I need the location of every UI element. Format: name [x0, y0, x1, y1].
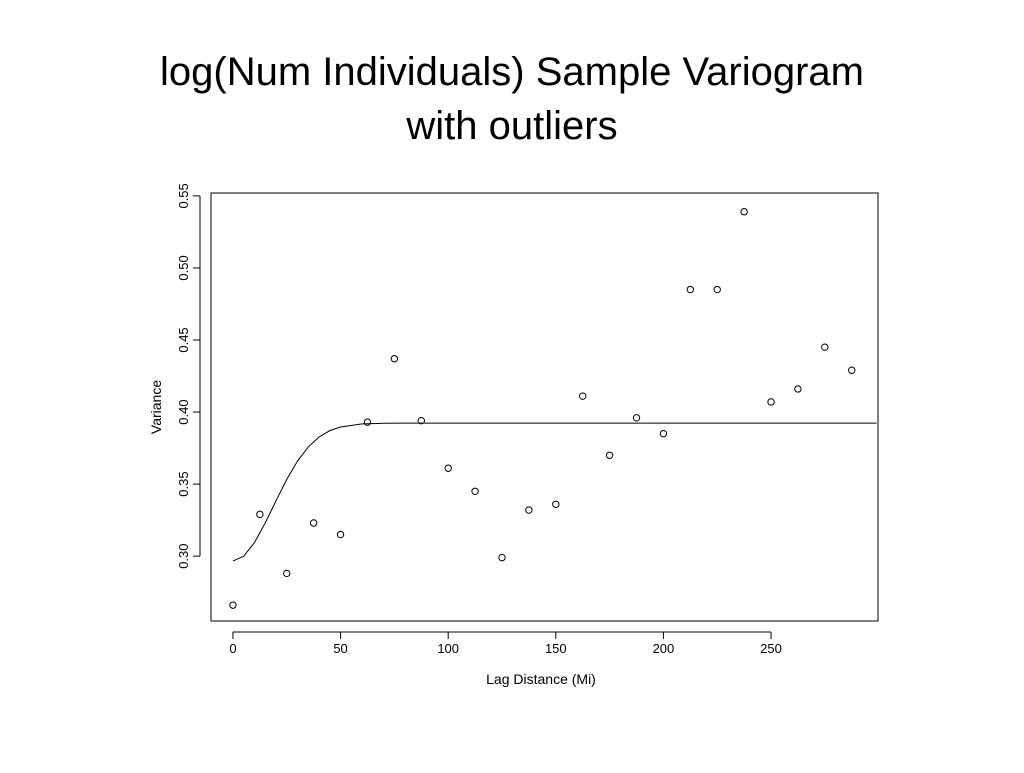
y-axis-label: Variance: [148, 380, 164, 434]
point: [283, 569, 291, 578]
y-tick-label: 0.50: [176, 255, 191, 280]
y-tick-label: 0.45: [176, 327, 191, 352]
point: [659, 429, 668, 438]
point: [229, 601, 237, 609]
point: [471, 487, 479, 496]
point: [713, 285, 721, 294]
point: [552, 500, 560, 508]
point: [767, 398, 775, 406]
point: [336, 530, 345, 539]
point: [444, 464, 452, 472]
point: [309, 519, 318, 527]
chart-title: with outliers: [405, 104, 617, 148]
x-tick-label: 200: [653, 641, 675, 656]
point: [498, 553, 506, 562]
point: [821, 343, 829, 351]
x-tick-label: 250: [760, 641, 782, 656]
point: [390, 355, 399, 363]
point: [605, 451, 614, 459]
plot-frame: [210, 192, 879, 622]
point: [525, 506, 533, 514]
point: [579, 392, 587, 400]
y-tick-label: 0.35: [176, 471, 191, 496]
y-tick-label: 0.30: [176, 543, 191, 568]
x-axis-label: Lag Distance (Mi): [486, 671, 596, 687]
point: [794, 385, 802, 393]
x-tick-label: 150: [545, 641, 567, 656]
point: [632, 414, 641, 422]
fitted-curve: [232, 422, 877, 562]
point: [417, 416, 425, 425]
y-tick-label: 0.40: [176, 399, 191, 424]
y-tick-label: 0.55: [176, 183, 191, 208]
x-tick-label: 100: [437, 641, 459, 656]
point: [256, 510, 264, 519]
point: [686, 285, 695, 294]
point: [363, 418, 372, 426]
chart-title: log(Num Individuals) Sample Variogram: [160, 50, 864, 94]
x-tick-label: 50: [333, 641, 347, 656]
point: [740, 208, 748, 216]
point: [848, 366, 856, 374]
x-tick-label: 0: [229, 641, 236, 656]
